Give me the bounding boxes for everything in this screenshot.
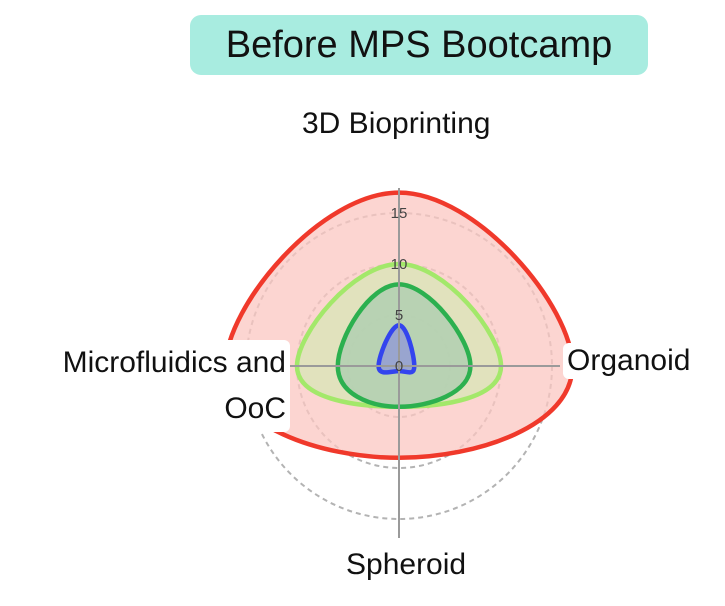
axis-label-3d-bioprinting: 3D Bioprinting (296, 106, 497, 142)
radial-tick-label: 5 (395, 307, 403, 324)
radial-tick-label: 15 (391, 205, 408, 222)
radial-tick-label: 10 (391, 256, 408, 273)
axis-label-microfluidics-and-ooc: Microfluidics and OoC (14, 340, 290, 432)
radial-tick-label: 0 (395, 358, 403, 375)
axis-label-spheroid: Spheroid (340, 547, 473, 583)
axis-label-organoid: Organoid (563, 343, 695, 379)
chart-title: Before MPS Bootcamp (190, 15, 648, 75)
